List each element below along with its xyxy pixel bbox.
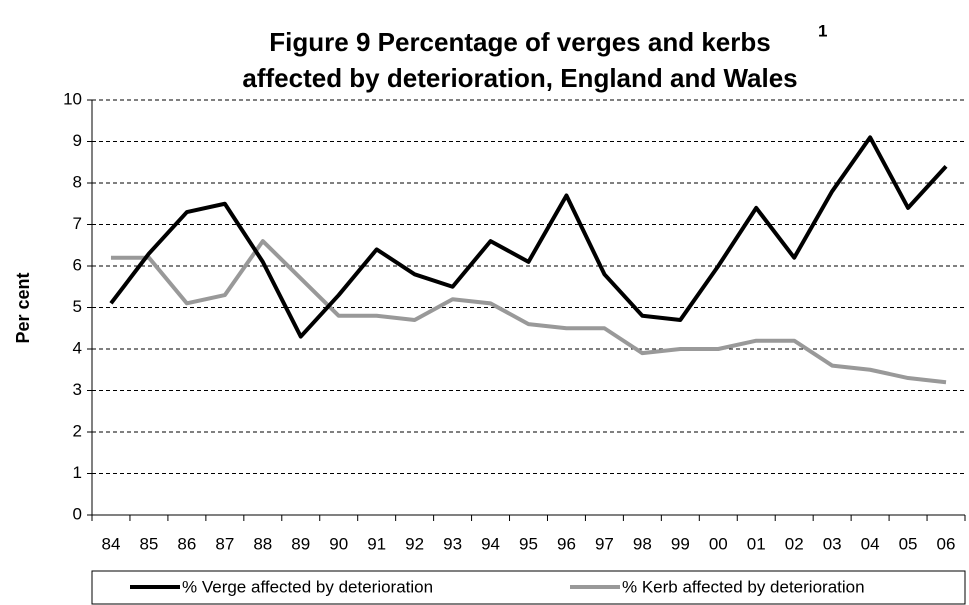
y-tick-label: 5 [73, 297, 82, 316]
x-tick-label: 88 [253, 534, 272, 553]
x-tick-label: 06 [937, 534, 956, 553]
x-tick-label: 00 [709, 534, 728, 553]
y-tick-label: 9 [73, 131, 82, 150]
x-tick-label: 90 [329, 534, 348, 553]
x-tick-label: 84 [102, 534, 121, 553]
chart-title: Figure 9 Percentage of verges and kerbs [269, 27, 770, 57]
y-tick-label: 1 [73, 463, 82, 482]
x-tick-label: 85 [139, 534, 158, 553]
x-tick-label: 03 [823, 534, 842, 553]
x-tick-label: 96 [557, 534, 576, 553]
x-tick-label: 86 [177, 534, 196, 553]
legend-label: % Verge affected by deterioration [182, 577, 433, 596]
x-tick-label: 04 [861, 534, 880, 553]
series-line [110, 239, 947, 385]
x-tick-label: 89 [291, 534, 310, 553]
x-tick-label: 02 [785, 534, 804, 553]
y-tick-label: 2 [73, 421, 82, 440]
x-tick-label: 87 [215, 534, 234, 553]
series-line [109, 135, 948, 339]
x-tick-label: 92 [405, 534, 424, 553]
x-tick-label: 97 [595, 534, 614, 553]
y-tick-label: 4 [73, 338, 82, 357]
legend-label: % Kerb affected by deterioration [622, 577, 865, 596]
x-tick-label: 91 [367, 534, 386, 553]
y-tick-label: 6 [73, 255, 82, 274]
x-tick-label: 94 [481, 534, 500, 553]
x-tick-label: 98 [633, 534, 652, 553]
y-tick-label: 3 [73, 380, 82, 399]
title-superscript: 1 [818, 21, 827, 40]
legend-box [91, 570, 966, 605]
chart-title: affected by deterioration, England and W… [242, 63, 797, 93]
y-tick-label: 8 [73, 172, 82, 191]
y-axis-label: Per cent [13, 272, 33, 343]
x-tick-label: 05 [899, 534, 918, 553]
x-tick-label: 99 [671, 534, 690, 553]
x-tick-label: 95 [519, 534, 538, 553]
y-tick-label: 10 [63, 89, 82, 108]
x-tick-label: 93 [443, 534, 462, 553]
y-tick-label: 0 [73, 504, 82, 523]
x-tick-label: 01 [747, 534, 766, 553]
y-tick-label: 7 [73, 214, 82, 233]
